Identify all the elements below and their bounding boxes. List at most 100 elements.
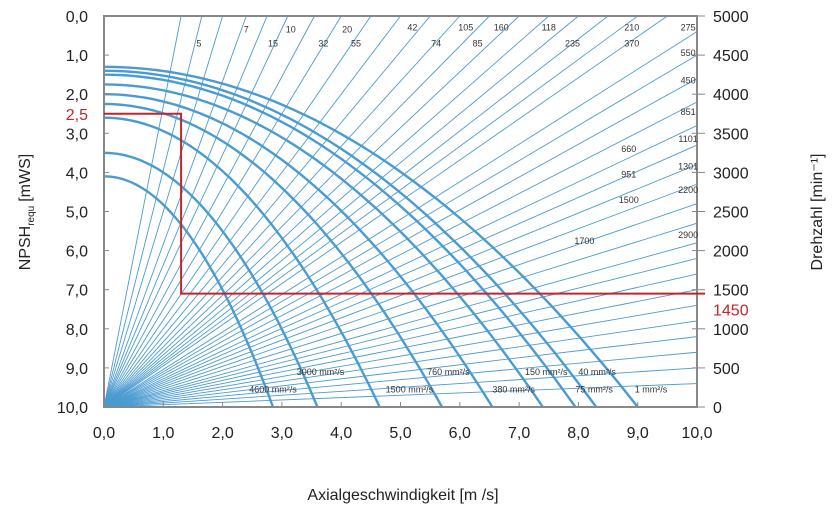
- ray-line: [103, 15, 461, 408]
- y-left-tick-label: 3,0: [66, 126, 88, 143]
- x-tick-label: 9,0: [627, 425, 649, 442]
- y-right-tick-label: 1500: [713, 283, 749, 300]
- viscosity-curve: [103, 175, 275, 408]
- viscosity-label: 380 mm²/s: [492, 384, 535, 394]
- ray-label: 2900: [678, 230, 698, 240]
- ray-label: 118: [542, 23, 556, 33]
- ray-label: 85: [473, 38, 483, 48]
- y-left-tick-label: 8,0: [66, 322, 88, 339]
- ray-line: [103, 164, 698, 408]
- ray-label: 105: [458, 23, 473, 33]
- ray-label: 1101: [678, 134, 697, 144]
- ray-label: 210: [624, 23, 639, 33]
- viscosity-label: 4600 mm²/s: [249, 384, 297, 394]
- x-tick-label: 2,0: [211, 425, 233, 442]
- ray-label: 550: [681, 48, 696, 58]
- ray-line: [103, 15, 401, 408]
- ray-label: 74: [431, 38, 441, 48]
- y-right-tick-label: 3000: [713, 165, 749, 182]
- ray-label: 1301: [678, 162, 698, 172]
- x-tick-label: 4,0: [330, 425, 352, 442]
- ray-line: [103, 15, 247, 408]
- viscosity-curve: [103, 69, 598, 408]
- viscosity-label: 150 mm²/s: [525, 367, 568, 377]
- ray-label: 450: [681, 76, 696, 86]
- y-left-tick-label: 1,0: [66, 48, 88, 65]
- viscosity-label: 3000 mm²/s: [297, 367, 345, 377]
- ray-line: [103, 78, 698, 408]
- y-left-tick-label: 0,0: [66, 9, 88, 26]
- viscosity-label: 40 mm²/s: [578, 367, 616, 377]
- ray-label: 660: [621, 144, 636, 154]
- ray-line: [103, 367, 698, 408]
- y-axis-left-title: NPSHrequ [mWS]: [17, 154, 37, 270]
- viscosity-label: 1 mm²/s: [635, 384, 668, 394]
- x-tick-label: 0,0: [93, 425, 115, 442]
- ray-line: [103, 15, 342, 408]
- ray-label: 1500: [619, 195, 639, 205]
- y-right-tick-label: 2000: [713, 244, 749, 261]
- ray-line: [103, 15, 668, 408]
- ray-line: [103, 351, 698, 408]
- ray-label: 55: [351, 38, 361, 48]
- y-left-tick-label: 2,0: [66, 87, 88, 104]
- y-left-tick-label: 7,0: [66, 283, 88, 300]
- ray-label: 42: [407, 23, 417, 33]
- highlight-group: 2,5 1450: [66, 107, 749, 320]
- ray-label: 32: [318, 38, 328, 48]
- y-right-tick-label: 500: [713, 361, 740, 378]
- viscosity-curve: [103, 93, 494, 408]
- y-axis-left-title-main: NPSH: [17, 226, 34, 270]
- ray-label: 160: [494, 23, 509, 33]
- y-right-tick-label: 3500: [713, 126, 749, 143]
- viscosity-curve: [103, 102, 444, 408]
- ray-label: 10: [286, 25, 296, 35]
- ray-line: [103, 15, 520, 408]
- x-tick-label: 8,0: [567, 425, 589, 442]
- ray-line: [103, 273, 698, 408]
- y-right-tick-label: 4500: [713, 48, 749, 65]
- highlight-path: [104, 112, 705, 295]
- viscosity-curve: [103, 73, 577, 408]
- viscosity-curve: [103, 65, 639, 408]
- ray-line: [103, 15, 550, 408]
- ray-line: [103, 320, 698, 408]
- ray-line: [103, 15, 372, 408]
- y-left-tick-label: 6,0: [66, 244, 88, 261]
- x-tick-label: 10,0: [681, 425, 712, 442]
- ray-label: 2200: [678, 185, 698, 195]
- ray-line: [103, 15, 289, 408]
- ray-label: 275: [681, 23, 696, 33]
- rays-group: [103, 15, 698, 408]
- ray-line: [103, 101, 698, 408]
- x-axis-title: Axialgeschwindigkeit [m /s]: [307, 487, 498, 504]
- y-right-tick-label: 2500: [713, 205, 749, 222]
- y-axis-left-title-sub: requ: [26, 206, 37, 226]
- ray-line: [103, 15, 609, 408]
- y-left-tick-label: 9,0: [66, 361, 88, 378]
- ray-line: [103, 15, 224, 408]
- highlight-speed-label: 1450: [713, 303, 749, 320]
- ray-label: 5: [196, 38, 201, 48]
- ray-line: [103, 222, 698, 408]
- ray-line: [103, 336, 698, 408]
- ray-line: [103, 383, 698, 408]
- ray-line: [103, 15, 431, 408]
- ray-label: 235: [565, 38, 580, 48]
- ray-line: [103, 242, 698, 408]
- ray-label: 7: [244, 25, 249, 35]
- y-right-tick-label: 0: [713, 400, 722, 417]
- x-tick-label: 3,0: [271, 425, 293, 442]
- x-tick-label: 6,0: [449, 425, 471, 442]
- highlight-npsh-label: 2,5: [66, 107, 88, 124]
- ray-label: 1700: [574, 236, 594, 246]
- x-tick-label: 7,0: [508, 425, 530, 442]
- ray-line: [103, 257, 698, 408]
- y-left-tick-label: 10,0: [57, 400, 88, 417]
- y-left-tick-label: 4,0: [66, 165, 88, 182]
- ray-label: 851: [681, 107, 696, 117]
- ray-label: 20: [342, 25, 352, 35]
- ray-line: [103, 125, 698, 408]
- y-axis-left-title-unit: [mWS]: [17, 154, 34, 202]
